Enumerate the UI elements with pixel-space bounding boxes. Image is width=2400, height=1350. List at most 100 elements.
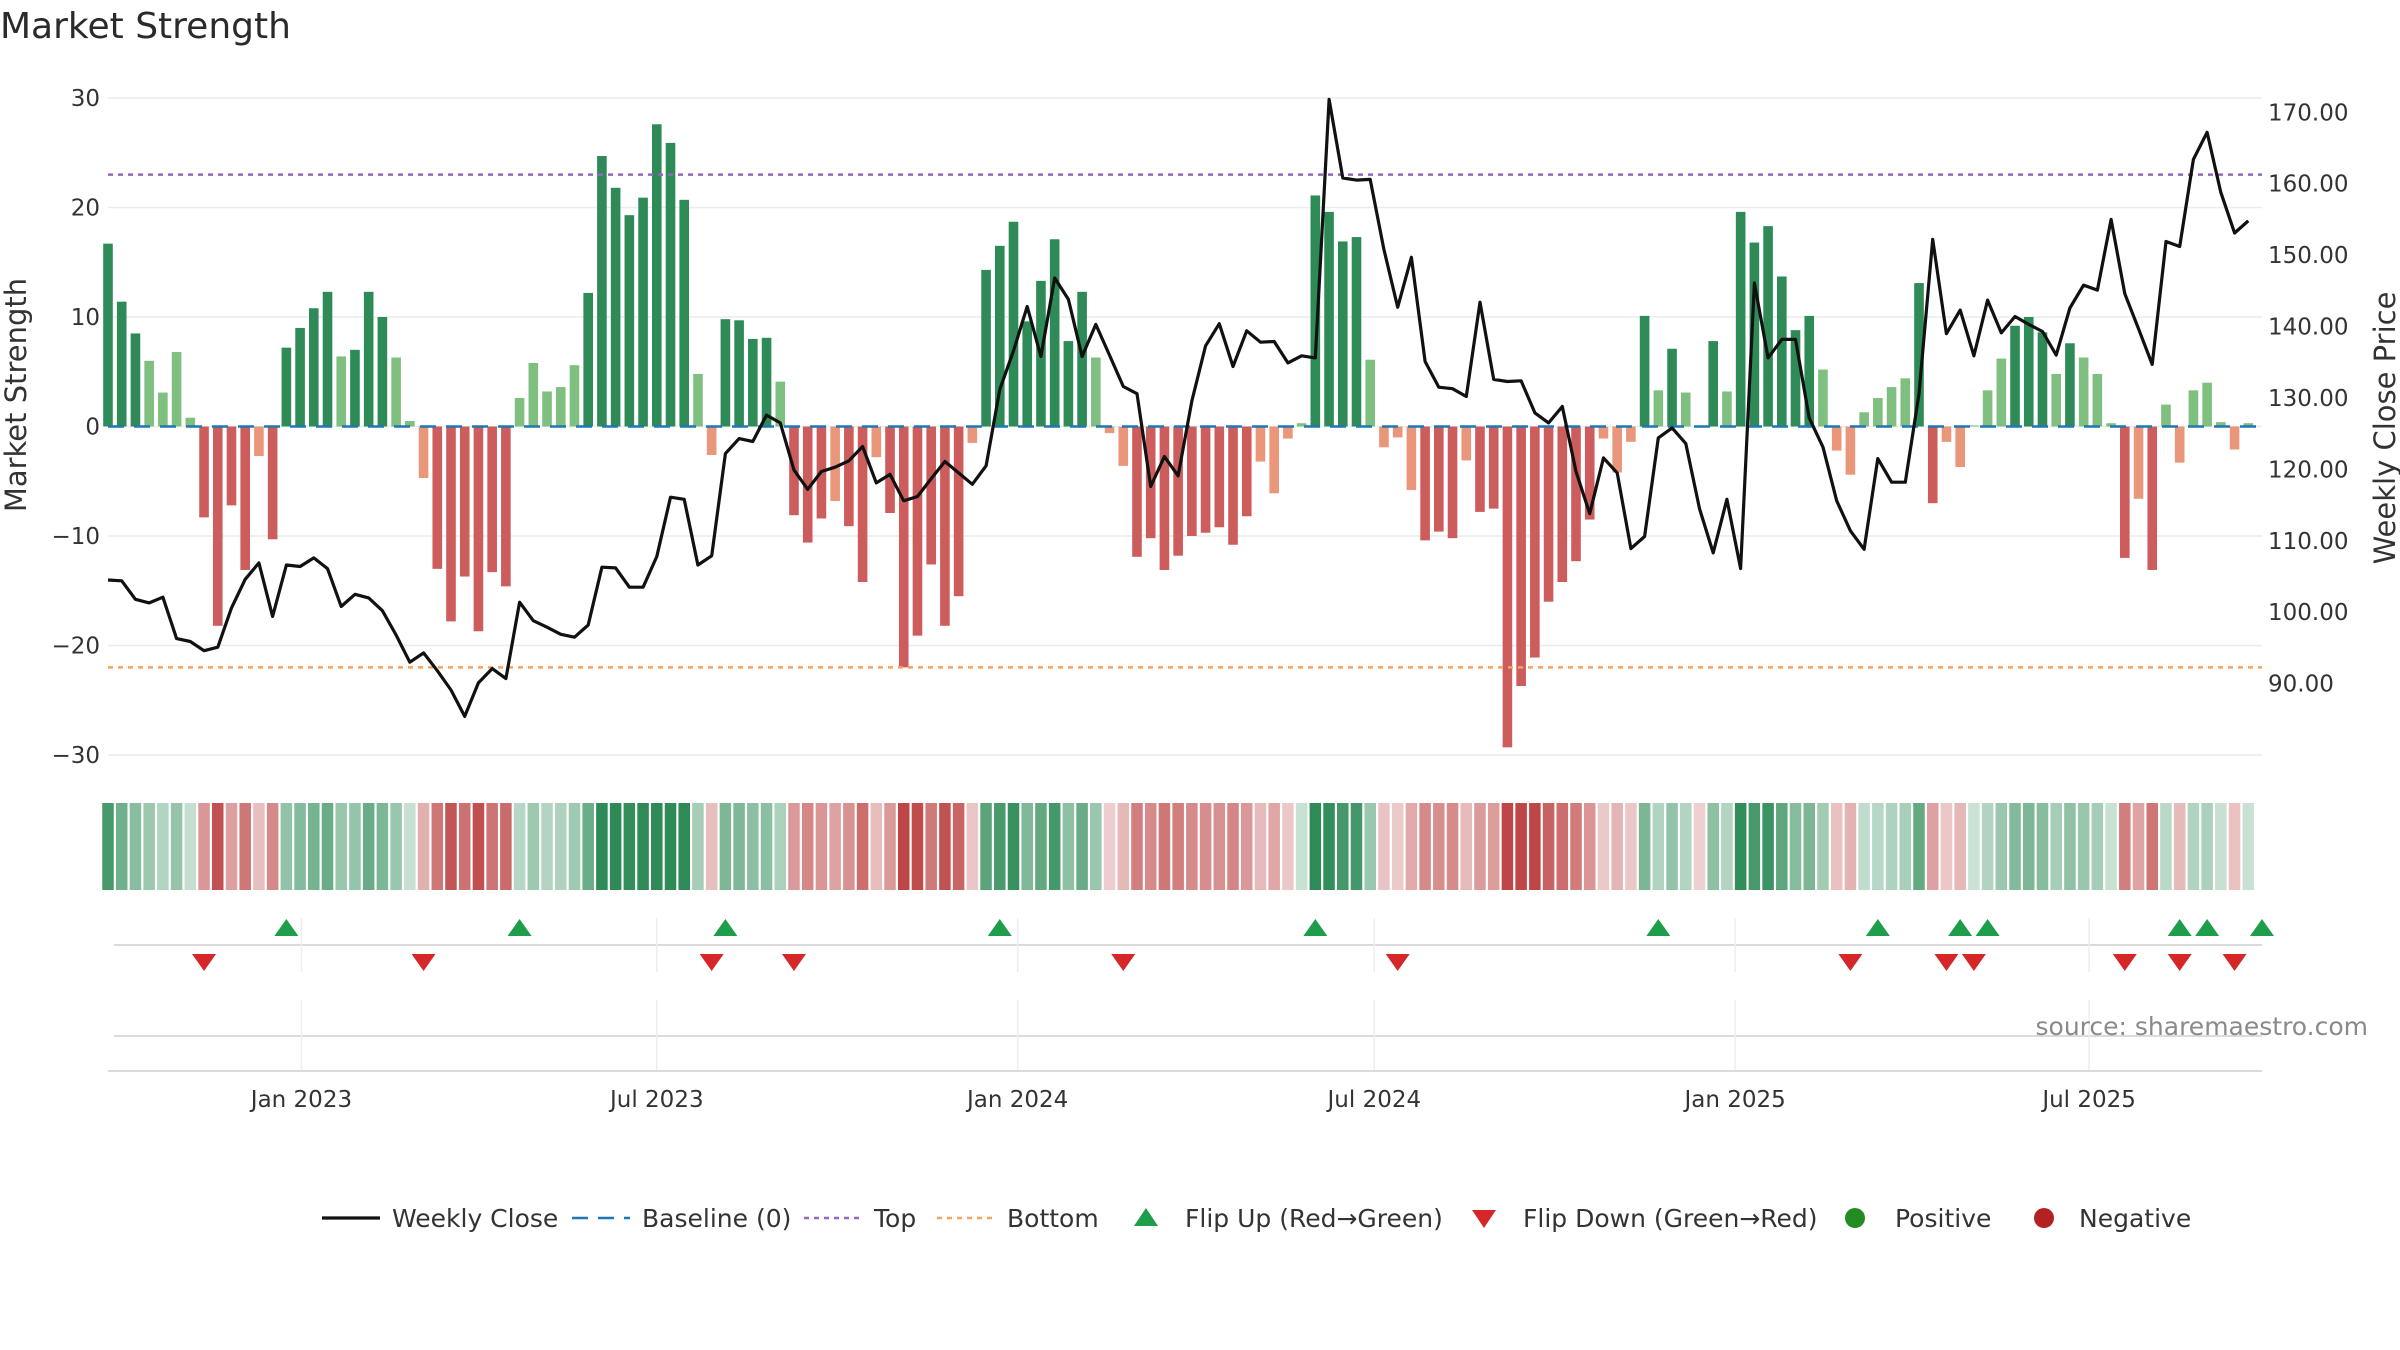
source-label: source: sharemaestro.com [2036, 1012, 2369, 1041]
strength-bar [1735, 211, 1746, 427]
strength-bar [130, 333, 141, 427]
flip-up-marker [2167, 919, 2192, 936]
strength-bar [2202, 382, 2212, 427]
heat-cell [1487, 803, 1500, 890]
heat-cell [1117, 803, 1130, 890]
strength-bar [1283, 426, 1293, 439]
strength-bar [651, 124, 662, 427]
heat-cell [1007, 803, 1020, 890]
strength-bar [1969, 425, 1979, 427]
heat-cell [870, 803, 883, 890]
strength-bar [1008, 221, 1019, 427]
strength-bar [2037, 332, 2048, 427]
heat-cell [1474, 803, 1486, 890]
heat-cell [925, 803, 937, 890]
strength-bar [1859, 412, 1869, 427]
legend-item: Negative [2034, 1204, 2191, 1233]
heat-cell [1501, 803, 1514, 890]
strength-bar [1434, 426, 1444, 532]
legend-item: Bottom [937, 1204, 1099, 1233]
right-tick-label: 90.00 [2268, 672, 2334, 698]
strength-bar [583, 292, 593, 427]
heat-cell [280, 803, 293, 890]
strength-bar [1296, 423, 1307, 427]
date-tick-label: Jan 2023 [249, 1087, 352, 1113]
heat-cell [692, 803, 704, 890]
heat-cell [829, 803, 841, 890]
strength-bar [898, 426, 909, 668]
strength-bar [761, 337, 772, 427]
left-y-axis: 30 20 10 0 −10 −20 −30 [51, 86, 100, 769]
strength-bar [748, 338, 758, 427]
heat-cell [170, 803, 183, 890]
left-tick-label: 10 [71, 305, 100, 331]
heat-cell [239, 803, 251, 890]
heat-cell [1680, 803, 1692, 890]
heat-cell [2160, 803, 2172, 890]
heat-cell [1926, 803, 1939, 890]
left-tick-label: 30 [71, 86, 100, 112]
heat-cell [788, 803, 800, 890]
strength-bar [1790, 330, 1801, 427]
heat-cell [308, 803, 320, 890]
strength-bar [597, 156, 607, 427]
heat-cell [143, 803, 155, 890]
flip-down-marker [1838, 954, 1863, 971]
strength-bars [103, 124, 2254, 748]
strength-bar [2051, 373, 2062, 427]
heat-cell [184, 803, 197, 890]
heat-cell [1872, 803, 1884, 890]
heat-cell [2023, 803, 2035, 890]
strength-bar [1063, 341, 1074, 427]
flip-up-marker [1303, 919, 1328, 936]
heat-cell [1844, 803, 1857, 890]
heat-cell [513, 803, 526, 890]
heat-cell [458, 803, 471, 890]
heat-cell [1721, 803, 1733, 890]
heat-cell [1652, 803, 1665, 890]
strength-bar [1818, 369, 1828, 427]
heat-cell [966, 803, 979, 890]
right-tick-label: 140.00 [2268, 315, 2348, 341]
right-axis-title: Weekly Close Price [2368, 292, 2400, 565]
legend-label: Baseline (0) [642, 1204, 791, 1233]
flip-down-marker [411, 954, 436, 971]
strength-bar [1324, 211, 1334, 427]
strength-bar [2147, 426, 2158, 570]
strength-bar [1461, 426, 1472, 461]
strength-bar [1914, 283, 1924, 427]
heat-cell [815, 803, 828, 890]
flip-markers-panel [114, 918, 2274, 1071]
heat-cell [2173, 803, 2186, 890]
strength-bar [1241, 426, 1252, 517]
heat-cell [1158, 803, 1171, 890]
heat-cell [980, 803, 992, 890]
heat-cell [472, 803, 485, 890]
heat-cell [774, 803, 787, 890]
strength-bar [1104, 426, 1115, 434]
heat-cell [1295, 803, 1308, 890]
strength-bar [2161, 404, 2171, 427]
heat-cell [1913, 803, 1925, 890]
heat-cell [198, 803, 210, 890]
legend-label: Flip Up (Red→Green) [1185, 1204, 1443, 1233]
strength-bar [322, 291, 333, 427]
date-axis: Jan 2023 Jul 2023 Jan 2024 Jul 2024 Jan 2025… [108, 1070, 2262, 1113]
strength-bar [912, 426, 923, 636]
heat-cell [678, 803, 690, 890]
legend-item: Top [804, 1204, 916, 1233]
strength-bar [926, 426, 936, 565]
strength-bar [610, 187, 621, 427]
right-tick-label: 100.00 [2268, 600, 2348, 626]
heat-cell [2242, 803, 2255, 890]
strength-bar [2174, 426, 2185, 463]
heat-cell [1309, 803, 1322, 890]
heat-cell [157, 803, 169, 890]
flip-down-marker [1934, 954, 1959, 971]
strength-bar [1392, 426, 1403, 438]
heat-cell [376, 803, 389, 890]
strength-bar [528, 362, 539, 427]
right-tick-label: 130.00 [2268, 386, 2348, 412]
heat-cell [1597, 803, 1610, 890]
heat-cell [884, 803, 896, 890]
